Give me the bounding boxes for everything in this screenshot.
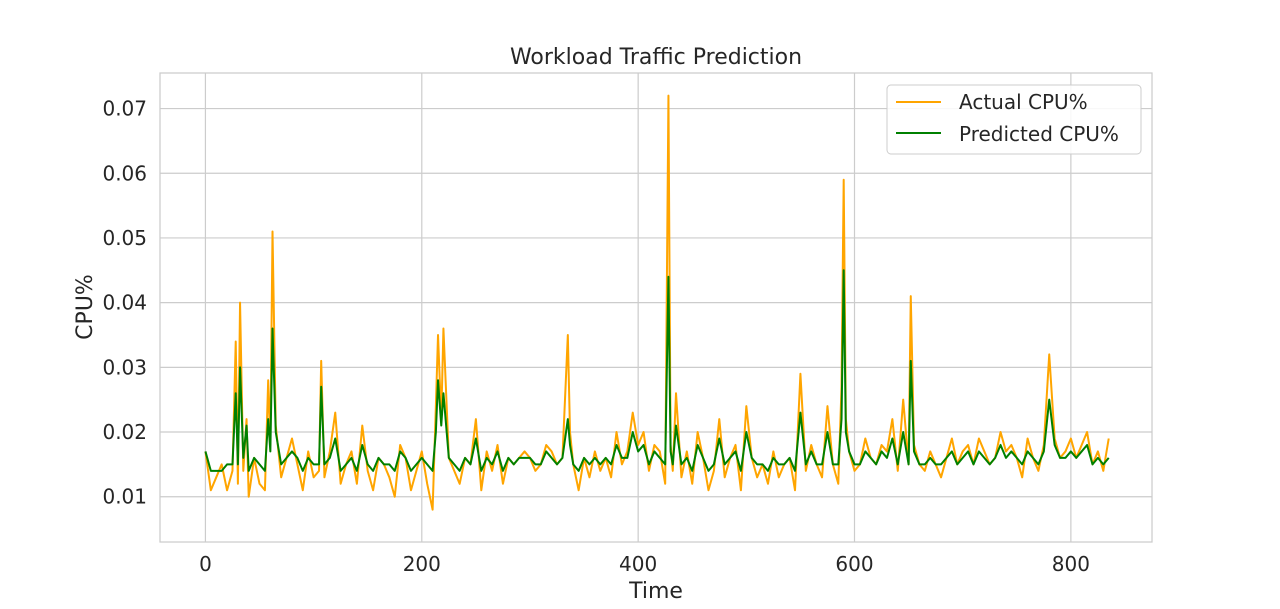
x-tick-label: 800 [1052,552,1090,576]
x-tick-label: 200 [403,552,441,576]
y-tick-label: 0.04 [102,291,147,315]
y-tick-label: 0.05 [102,226,147,250]
legend: Actual CPU% Predicted CPU% [886,84,1142,155]
x-tick-label: 0 [199,552,212,576]
chart-title: Workload Traffic Prediction [510,45,802,70]
y-tick-label: 0.07 [102,97,147,121]
plot-frame [159,72,1153,543]
y-tick-label: 0.01 [102,485,147,509]
x-tick-label: 400 [619,552,657,576]
series-lines [204,94,1110,511]
y-tick-label: 0.03 [102,355,147,379]
legend-box [886,84,1142,155]
x-tick-labels: 0 200 400 600 800 [199,552,1090,576]
y-tick-label: 0.02 [102,420,147,444]
x-axis-title: Time [628,579,683,604]
y-axis-title: CPU% [73,274,98,340]
y-tick-labels: 0.01 0.02 0.03 0.04 0.05 0.06 0.07 [102,97,147,509]
legend-label-predicted: Predicted CPU% [959,122,1119,146]
y-tick-label: 0.06 [102,161,147,185]
grid-lines [160,73,1152,542]
legend-label-actual: Actual CPU% [959,90,1088,114]
x-tick-label: 600 [835,552,873,576]
series-line-predicted [204,269,1110,472]
